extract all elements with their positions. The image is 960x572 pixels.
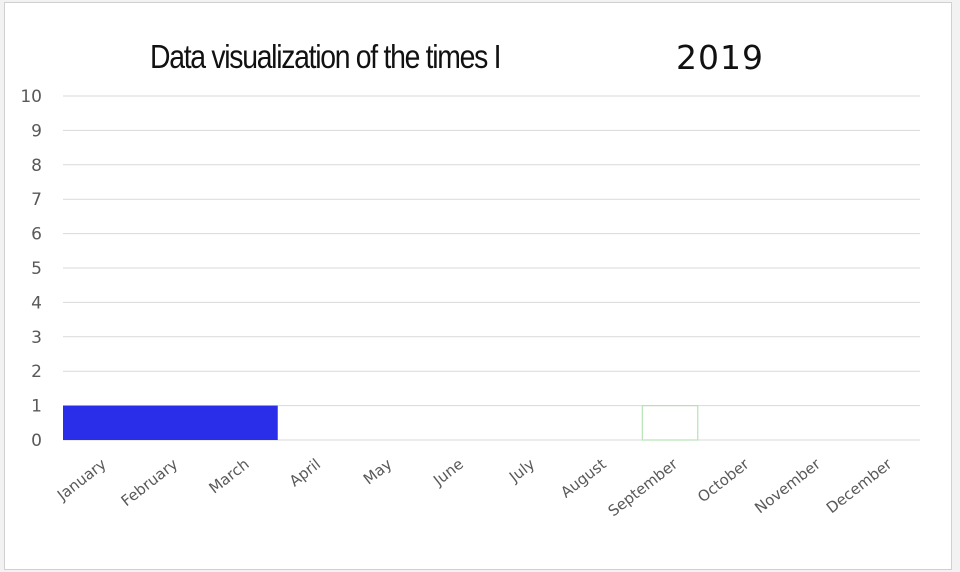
y-tick-label: 3 bbox=[31, 328, 42, 348]
chart-title-year: 2019 bbox=[676, 38, 764, 77]
x-tick-label: February bbox=[118, 455, 182, 510]
x-tick-label: June bbox=[429, 455, 467, 490]
x-tick-label: July bbox=[505, 455, 538, 486]
bar bbox=[641, 405, 699, 441]
x-tick-label: April bbox=[286, 455, 324, 490]
bar bbox=[205, 405, 278, 440]
x-tick-label: January bbox=[53, 455, 110, 505]
x-tick-label: October bbox=[694, 454, 753, 506]
x-tick-label: August bbox=[557, 455, 610, 502]
bar bbox=[63, 405, 135, 440]
y-tick-label: 2 bbox=[31, 362, 42, 382]
y-tick-label: 5 bbox=[31, 259, 42, 279]
x-tick-label: December bbox=[823, 454, 896, 517]
x-tick-label: September bbox=[605, 454, 682, 520]
x-tick-label: May bbox=[360, 455, 396, 488]
x-tick-label: November bbox=[751, 454, 824, 517]
y-tick-label: 1 bbox=[31, 397, 42, 417]
y-tick-label: 10 bbox=[20, 87, 42, 107]
y-tick-label: 9 bbox=[31, 121, 42, 141]
y-tick-label: 0 bbox=[31, 431, 42, 451]
y-tick-label: 6 bbox=[31, 225, 42, 245]
bar bbox=[134, 405, 207, 440]
y-tick-label: 8 bbox=[31, 156, 42, 176]
chart-title: Data visualization of the times I bbox=[150, 38, 501, 75]
chart-card bbox=[4, 2, 952, 570]
y-tick-label: 4 bbox=[31, 293, 42, 313]
x-tick-label: March bbox=[205, 455, 252, 497]
y-tick-label: 7 bbox=[31, 190, 42, 210]
